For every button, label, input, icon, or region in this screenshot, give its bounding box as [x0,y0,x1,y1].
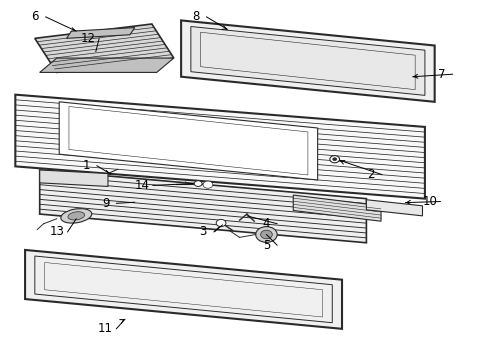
Polygon shape [25,250,341,329]
Text: 11: 11 [98,322,113,335]
Text: 1: 1 [82,159,90,172]
Text: 8: 8 [192,10,199,23]
Polygon shape [190,27,424,95]
Circle shape [194,181,202,186]
Circle shape [260,230,272,239]
Polygon shape [35,24,173,72]
Polygon shape [181,21,434,102]
Text: 3: 3 [199,225,206,238]
Circle shape [329,156,339,163]
Circle shape [255,226,277,242]
Text: 4: 4 [262,217,270,230]
Text: 9: 9 [102,197,109,210]
Text: 6: 6 [31,10,39,23]
Text: 7: 7 [437,68,445,81]
Polygon shape [66,28,135,39]
Text: 10: 10 [422,195,436,208]
Text: 12: 12 [81,32,96,45]
Polygon shape [293,195,380,221]
Ellipse shape [61,209,92,223]
Text: 13: 13 [49,225,64,238]
Text: 14: 14 [134,179,149,192]
Ellipse shape [68,212,84,220]
Polygon shape [59,102,317,180]
Text: 2: 2 [367,168,374,181]
Polygon shape [40,170,108,186]
Polygon shape [366,200,422,216]
Text: 5: 5 [262,239,269,252]
Circle shape [332,158,336,161]
Circle shape [203,181,212,188]
Polygon shape [15,95,424,199]
Polygon shape [40,58,173,72]
Polygon shape [40,170,366,243]
Circle shape [216,220,225,226]
